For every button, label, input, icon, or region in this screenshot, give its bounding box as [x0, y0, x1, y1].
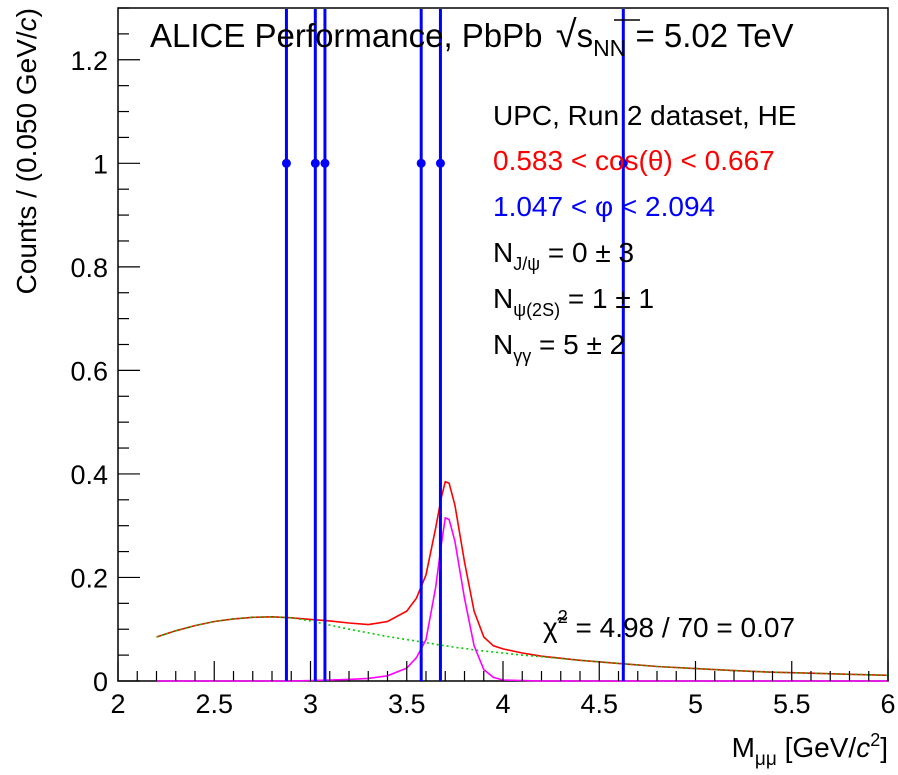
x-tick-label: 5 [688, 689, 703, 719]
plot-frame [117, 7, 889, 682]
y-tick-label: 0.8 [70, 253, 108, 283]
chart-marks [156, 9, 889, 682]
y-tick-label: 1 [93, 149, 108, 179]
chi2-label: χ̃2 = 4.98 / 70 = 0.07 [543, 607, 795, 643]
data-point [310, 158, 320, 168]
x-tick-label: 4.5 [580, 689, 618, 719]
x-tick-label: 2 [110, 689, 125, 719]
data-point [618, 158, 628, 168]
data-point [416, 158, 426, 168]
y-axis-label: Counts / (0.050 GeV/c) [11, 8, 42, 294]
y-tick-label: 0.2 [70, 563, 108, 593]
data-point [435, 158, 445, 168]
annotation-n-jpsi: NJ/ψ = 0 ± 3 [493, 237, 634, 274]
x-tick-label: 3 [303, 689, 318, 719]
data-point [320, 158, 330, 168]
annotation-dataset: UPC, Run 2 dataset, HE [493, 100, 796, 131]
y-tick-label: 1.2 [70, 46, 108, 76]
chart-title: ALICE Performance, PbPb √sNN = 5.02 TeV [150, 14, 794, 61]
annotation-n-gammagamma: Nγγ = 5 ± 2 [493, 329, 625, 366]
x-tick-label: 5.5 [773, 689, 811, 719]
data-point [281, 158, 291, 168]
annotation-n-psi2s: Nψ(2S) = 1 ± 1 [493, 283, 654, 320]
y-tick-label: 0 [93, 667, 108, 697]
annotation-phi: 1.047 < φ < 2.094 [493, 191, 715, 222]
y-tick-label: 0.6 [70, 356, 108, 386]
y-tick-label: 0.4 [70, 460, 108, 490]
x-tick-label: 4 [495, 689, 510, 719]
fit-curve-2 [156, 615, 889, 677]
axes: 2 2.5 3 3.5 4 4.5 5 5.5 6 0 0.2 0.4 0.6 0.8 1 1.2 [70, 7, 896, 719]
x-tick-label: 3.5 [388, 689, 426, 719]
x-tick-label: 6 [880, 689, 895, 719]
annotation-cos-theta: 0.583 < cos(θ) < 0.667 [493, 145, 775, 176]
x-axis-label: Mμμ [GeV/c2] [732, 730, 888, 770]
x-tick-label: 2.5 [195, 689, 233, 719]
